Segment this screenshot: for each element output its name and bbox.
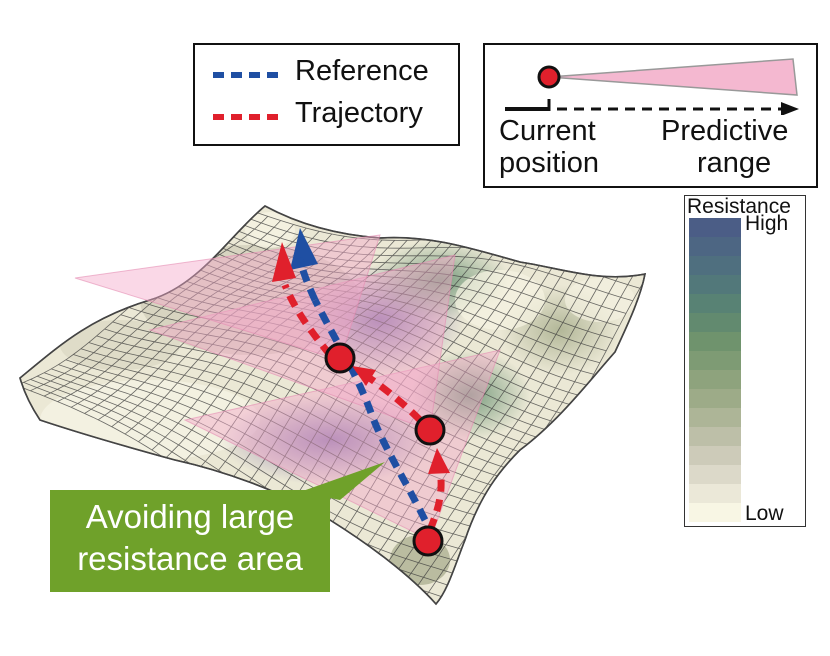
colorbar-gradient	[689, 218, 741, 522]
position-markers	[324, 342, 446, 557]
colorbar-title: Resistance	[687, 195, 791, 218]
mesh-line	[65, 359, 486, 531]
mesh-line	[192, 258, 588, 386]
predictive-range-label-1: Predictive	[661, 115, 789, 147]
colorbar-step	[689, 256, 741, 275]
colorbar-step	[689, 484, 741, 503]
colorbar-step	[689, 351, 741, 370]
mesh-line	[80, 348, 500, 511]
colorbar-step	[689, 446, 741, 465]
current-position-label-1: Current	[499, 115, 596, 147]
mesh-line	[112, 321, 527, 475]
key-predictive-cone	[548, 58, 798, 96]
mesh-line	[199, 253, 594, 375]
colorbar-step	[689, 237, 741, 256]
mesh-line	[37, 375, 457, 575]
mesh-line	[73, 354, 493, 521]
current-position-label-2: position	[499, 147, 599, 179]
colorbar-step	[689, 218, 741, 237]
mesh-line	[58, 364, 479, 542]
colorbar-step	[689, 408, 741, 427]
resistance-colorbar: Resistance High Low	[684, 195, 806, 527]
trajectory-arrowheads	[272, 242, 450, 474]
colorbar-low-label: Low	[745, 502, 784, 525]
colorbar-step	[689, 389, 741, 408]
predictive-range-label-2: range	[697, 147, 772, 179]
colorbar-step	[689, 313, 741, 332]
callout-box: Avoiding large resistance area	[50, 490, 330, 592]
trajectory-legend-swatch	[213, 114, 283, 120]
position-marker-1	[412, 525, 444, 557]
mesh-line	[206, 248, 601, 364]
surface-outline	[19, 205, 647, 606]
callout-line-1: Avoiding large	[85, 498, 295, 535]
mesh-line	[184, 263, 582, 397]
reference-legend-label: Reference	[295, 55, 429, 87]
predictive-key-box: Current position Predictive range	[483, 43, 818, 188]
mesh-line	[169, 274, 570, 417]
colorbar-step	[689, 427, 741, 446]
legend-box: Reference Trajectory	[193, 43, 460, 146]
trajectory-legend-label: Trajectory	[295, 97, 423, 129]
mesh-line	[120, 314, 534, 467]
mesh-line	[176, 268, 576, 407]
predictive-cone-2	[148, 254, 456, 431]
mesh-line	[241, 223, 634, 302]
mesh-line	[153, 286, 558, 434]
colorbar-step	[689, 503, 741, 522]
colorbar-high-label: High	[745, 212, 789, 235]
colorbar-step	[689, 275, 741, 294]
colorbar-step	[689, 294, 741, 313]
colorbar-step	[689, 370, 741, 389]
mesh-line	[88, 342, 507, 501]
reference-path	[290, 228, 429, 522]
mesh-line	[161, 280, 564, 426]
colorbar-step	[689, 465, 741, 484]
colorbar-step	[689, 332, 741, 351]
key-arrowhead	[781, 102, 799, 115]
callout-line-2: resistance area	[77, 540, 303, 577]
predictive-key-graphic	[505, 58, 799, 115]
key-current-dot	[537, 65, 561, 89]
mesh-line	[44, 372, 464, 564]
reference-legend-swatch	[213, 72, 283, 78]
position-marker-3	[324, 342, 356, 374]
position-marker-2	[414, 414, 446, 446]
